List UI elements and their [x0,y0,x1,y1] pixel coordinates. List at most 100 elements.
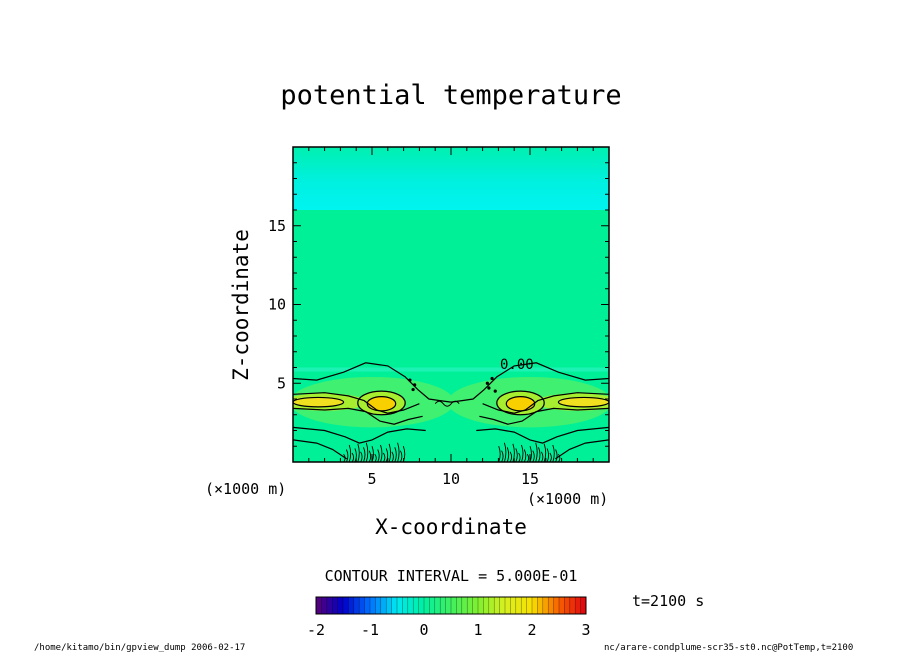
ground-filament-right [518,452,521,462]
contour-dot [485,381,489,385]
colorbar-cell [467,597,473,614]
colorbar-cell [526,597,533,614]
ground-filament-left [399,450,403,462]
colorbar-cell [521,597,527,614]
colorbar-cell [564,597,571,614]
ground-filament-left [391,451,394,462]
ground-filament-left [363,447,366,462]
plot-area: 0.00 [293,147,609,462]
core-right [505,396,536,412]
footer-right: nc/arare-condplume-scr35-st0.nc@PotTemp,… [604,643,853,653]
colorbar-cell [499,597,506,614]
colorbar-cell [456,597,463,614]
colorbar-cell [569,597,576,614]
colorbar-cell [575,597,581,614]
colorbar-cell [380,597,387,614]
ground-filament-left [357,443,360,462]
ground-filament-right [546,448,550,462]
colorbar-frame [315,596,587,615]
ground-filament-right [543,443,547,462]
colorbar-cell [391,597,398,614]
colorbar-cell [505,597,511,614]
colorbar-cell [580,597,587,614]
ground-filament-left [394,447,397,462]
colorbar-cell [397,597,403,614]
colorbar-cell [402,597,409,614]
contour-line-2-right [479,407,609,425]
colorbar-cell [364,597,371,614]
colorbar-cell [548,597,554,614]
contour-line-1-left [293,392,420,414]
ground-filament-left [380,444,383,462]
colorbar-tick-label: 0 [419,621,428,639]
contour-dot [411,387,415,392]
colorbar-cell [451,597,457,614]
ground-filament-left [397,442,400,462]
time-label: t=2100 s [632,592,704,610]
ground-filament-right [509,451,513,462]
colorbar-tick-label: 1 [473,621,482,639]
contour-line-0-right [450,362,609,403]
colorbar-cell [316,597,322,614]
colorbar-cell [353,597,360,614]
warm-layer-inner-right [557,396,609,408]
ground-filament-left [348,444,352,462]
contour-line-3-right [476,426,609,444]
colorbar-cell [424,597,430,614]
ground-filament-right [549,452,552,462]
ground-filament-right [555,449,558,462]
ground-filament-right [538,447,541,462]
y-axis-label: Z-coordinate [229,229,253,381]
colorbar-tick-label: -2 [307,621,325,639]
ground-filament-left [388,443,392,462]
colorbar [315,597,587,614]
ground-filament-left [368,450,372,462]
ground-filament-right [515,448,518,462]
core-left [366,396,397,412]
ground-filament-left [383,452,386,462]
contour-label: 0.00 [500,357,534,373]
colorbar-tick-label: -1 [361,621,379,639]
ground-filament-left [377,449,380,462]
contour-line-3-left [293,426,426,444]
colorbar-tick-label: 2 [527,621,536,639]
colorbar-cell [445,597,452,614]
contour-line-0-left [293,362,452,403]
contour-line-2-left [293,407,423,425]
colorbar-cell [537,597,544,614]
colorbar-cell [488,597,495,614]
y-tick-label: 15 [268,217,286,235]
ground-filament-right [532,450,535,462]
ground-filament-right [498,445,501,462]
colorbar-cell [407,597,414,614]
ground-filament-left [345,449,349,462]
cool-band [293,147,609,210]
x-axis-label: X-coordinate [375,515,527,539]
colorbar-cell [440,597,446,614]
colorbar-cell [542,597,549,614]
contour-dot [487,386,491,390]
colorbar-cell [478,597,484,614]
center-wiggle [434,400,460,407]
y-unit-label: (×1000 m) [205,480,286,498]
contour-dot [408,378,412,382]
ground-filament-right [512,443,515,462]
colorbar-cell [434,597,441,614]
colorbar-cell [510,597,517,614]
colorbar-cell [461,597,468,614]
x-unit-label: (×1000 m) [527,490,608,508]
colorbar-cell [483,597,490,614]
ground-filament-right [503,442,507,462]
colorbar-tick-label: 3 [581,621,590,639]
ground-filament-left [354,448,357,462]
ground-filament-right [535,442,538,462]
contour-line-1-right [482,392,609,414]
chart-title: potential temperature [280,80,621,111]
shear-line [293,367,609,372]
ground-filament-left [351,452,355,462]
contour-dot [490,376,494,381]
colorbar-cell [359,597,365,614]
colorbar-cell [337,597,344,614]
colorbar-cell [532,597,538,614]
colorbar-cell [343,597,349,614]
